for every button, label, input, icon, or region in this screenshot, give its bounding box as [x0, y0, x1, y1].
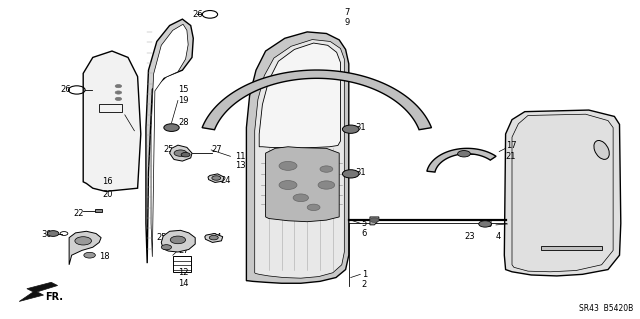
Text: 7: 7: [344, 8, 349, 17]
Text: 25: 25: [163, 145, 173, 154]
Bar: [99, 104, 122, 112]
Text: 29: 29: [461, 149, 471, 158]
Polygon shape: [151, 24, 188, 257]
Text: 31: 31: [355, 168, 366, 177]
Text: 14: 14: [178, 279, 188, 288]
Text: 17: 17: [506, 141, 516, 150]
Circle shape: [342, 170, 359, 178]
Circle shape: [115, 85, 122, 88]
Text: 19: 19: [178, 96, 188, 105]
Text: 26: 26: [61, 85, 72, 94]
Circle shape: [75, 237, 92, 245]
Text: 12: 12: [178, 268, 188, 277]
Text: 8: 8: [276, 101, 282, 110]
Polygon shape: [83, 51, 141, 191]
Circle shape: [370, 218, 379, 222]
Text: 27: 27: [178, 246, 189, 255]
Circle shape: [342, 125, 359, 133]
Circle shape: [279, 181, 297, 189]
Circle shape: [209, 235, 218, 240]
Text: 31: 31: [355, 123, 366, 132]
Circle shape: [320, 166, 333, 172]
Bar: [541, 246, 602, 250]
Text: 30: 30: [42, 230, 52, 239]
Text: 18: 18: [99, 252, 110, 261]
Text: 27: 27: [211, 145, 222, 154]
Polygon shape: [504, 110, 621, 276]
Circle shape: [212, 176, 221, 180]
Polygon shape: [427, 148, 496, 172]
Text: 23: 23: [464, 232, 475, 241]
Text: SR43  B5420B: SR43 B5420B: [579, 304, 634, 313]
Text: 11: 11: [236, 152, 246, 161]
Text: 24: 24: [221, 176, 231, 185]
Circle shape: [479, 221, 492, 227]
Circle shape: [307, 204, 320, 211]
Text: 2: 2: [362, 280, 367, 289]
Circle shape: [84, 252, 95, 258]
Circle shape: [161, 245, 172, 250]
Bar: [173, 256, 191, 272]
Polygon shape: [161, 230, 195, 252]
Text: 20: 20: [102, 190, 113, 199]
Text: 9: 9: [344, 19, 349, 27]
Circle shape: [458, 151, 470, 157]
Circle shape: [115, 97, 122, 100]
Polygon shape: [69, 231, 101, 265]
Polygon shape: [19, 282, 58, 301]
Circle shape: [174, 150, 187, 156]
Text: 6: 6: [362, 229, 367, 238]
Circle shape: [293, 194, 308, 202]
Text: 15: 15: [178, 85, 188, 94]
Polygon shape: [266, 147, 339, 222]
Text: 5: 5: [362, 219, 367, 228]
Text: 28: 28: [178, 118, 189, 127]
Polygon shape: [202, 70, 431, 130]
Text: 3: 3: [486, 220, 492, 229]
Circle shape: [115, 91, 122, 94]
Polygon shape: [370, 217, 379, 225]
Bar: [95, 209, 102, 212]
Polygon shape: [208, 174, 224, 182]
Circle shape: [170, 236, 186, 244]
Polygon shape: [259, 43, 340, 148]
Text: 22: 22: [74, 209, 84, 218]
Text: 25: 25: [157, 233, 167, 242]
Text: 24: 24: [211, 233, 221, 242]
Text: 13: 13: [236, 161, 246, 170]
Text: 26: 26: [192, 10, 203, 19]
Text: 16: 16: [102, 177, 113, 186]
Text: 4: 4: [496, 232, 501, 241]
Circle shape: [181, 152, 190, 157]
Polygon shape: [246, 32, 349, 283]
Polygon shape: [170, 145, 192, 161]
Text: 21: 21: [506, 152, 516, 161]
Polygon shape: [146, 19, 193, 263]
Polygon shape: [205, 234, 223, 242]
Ellipse shape: [594, 140, 609, 160]
Circle shape: [279, 161, 297, 170]
Text: 1: 1: [362, 270, 367, 279]
Text: 10: 10: [276, 112, 287, 121]
Circle shape: [318, 181, 335, 189]
Text: FR.: FR.: [45, 292, 63, 302]
Polygon shape: [255, 40, 344, 278]
Circle shape: [47, 231, 59, 236]
Circle shape: [164, 124, 179, 131]
